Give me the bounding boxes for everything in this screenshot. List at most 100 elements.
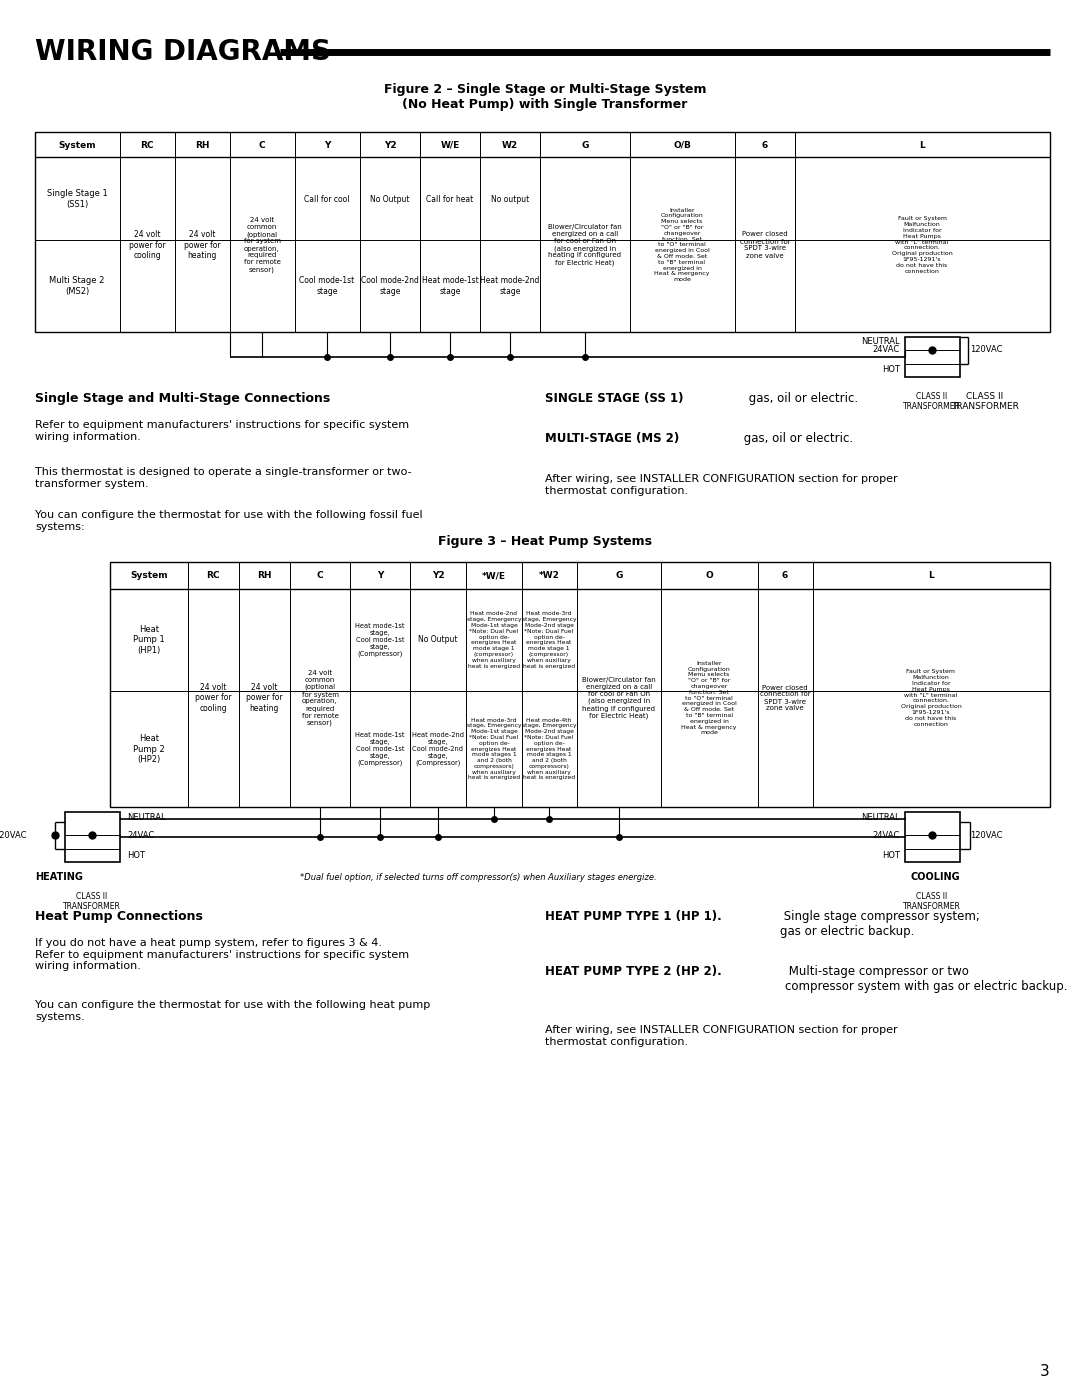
Text: Heat mode-1st
stage: Heat mode-1st stage <box>421 277 478 296</box>
Text: After wiring, see INSTALLER CONFIGURATION section for proper
thermostat configur: After wiring, see INSTALLER CONFIGURATIO… <box>545 474 897 496</box>
Text: CLASS II
TRANSFORMER: CLASS II TRANSFORMER <box>63 893 121 911</box>
Text: NEUTRAL: NEUTRAL <box>862 338 900 346</box>
Text: Heat
Pump 2
(HP2): Heat Pump 2 (HP2) <box>133 733 165 764</box>
Text: Installer
Configuration
Menu selects
"O" or "B" for
changeover
function. Set
to : Installer Configuration Menu selects "O"… <box>681 661 737 735</box>
Text: HEAT PUMP TYPE 1 (HP 1).: HEAT PUMP TYPE 1 (HP 1). <box>545 909 721 923</box>
Text: 6: 6 <box>782 571 788 581</box>
Text: G: G <box>616 571 623 581</box>
Text: W/E: W/E <box>441 141 460 149</box>
Bar <box>65 812 120 862</box>
Text: Heat mode-1st
stage,
Cool mode-1st
stage,
(Compressor): Heat mode-1st stage, Cool mode-1st stage… <box>355 732 405 766</box>
Text: You can configure the thermostat for use with the following heat pump
systems.: You can configure the thermostat for use… <box>35 1000 430 1021</box>
Text: Heat mode-2nd
stage: Heat mode-2nd stage <box>481 277 540 296</box>
Text: Blower/Circulator fan
energized on a call
for cool or Fan On
(also energized in
: Blower/Circulator fan energized on a cal… <box>549 224 622 265</box>
Text: RH: RH <box>194 141 210 149</box>
Text: Heat mode-3rd
stage, Emergency
Mode-1st stage
*Note: Dual Fuel
option de-
energi: Heat mode-3rd stage, Emergency Mode-1st … <box>467 718 522 781</box>
Text: Y: Y <box>377 571 383 581</box>
Text: CLASS II
TRANSFORMER: CLASS II TRANSFORMER <box>951 393 1018 411</box>
Text: Heat mode-3rd
stage, Emergency
Mode-2nd stage
*Note: Dual Fuel
option de-
energi: Heat mode-3rd stage, Emergency Mode-2nd … <box>522 612 577 669</box>
Text: Y2: Y2 <box>432 571 444 581</box>
Text: 24 volt
common
(optional
for system
operation,
required
for remote
sensor): 24 volt common (optional for system oper… <box>301 671 338 726</box>
Text: RC: RC <box>206 571 219 581</box>
Text: gas, oil or electric.: gas, oil or electric. <box>745 393 859 405</box>
Text: Power closed
connection for
SPDT 3-wire
zone valve: Power closed connection for SPDT 3-wire … <box>740 232 791 258</box>
Text: *W2: *W2 <box>539 571 559 581</box>
Text: Single stage compressor system;
gas or electric backup.: Single stage compressor system; gas or e… <box>780 909 980 937</box>
Text: 24VAC: 24VAC <box>873 830 900 840</box>
Text: Heat Pump Connections: Heat Pump Connections <box>35 909 203 923</box>
Text: Power closed
connection for
SPDT 3-wire
zone valve: Power closed connection for SPDT 3-wire … <box>759 685 810 711</box>
Text: Y: Y <box>324 141 330 149</box>
Text: MULTI-STAGE (MS 2): MULTI-STAGE (MS 2) <box>545 432 679 446</box>
Text: Cool mode-2nd
stage: Cool mode-2nd stage <box>361 277 419 296</box>
Text: 24VAC: 24VAC <box>873 345 900 355</box>
Text: 120VAC: 120VAC <box>970 830 1002 840</box>
Text: This thermostat is designed to operate a single-transformer or two-
transformer : This thermostat is designed to operate a… <box>35 467 411 489</box>
Text: NEUTRAL: NEUTRAL <box>127 813 165 821</box>
Text: Blower/Circulator fan
energized on a call
for cool or Fan On
(also energized in
: Blower/Circulator fan energized on a cal… <box>582 678 656 719</box>
Text: *W/E: *W/E <box>482 571 507 581</box>
Text: No Output: No Output <box>418 636 458 644</box>
Bar <box>905 337 960 377</box>
Text: 24 volt
power for
cooling: 24 volt power for cooling <box>194 683 231 712</box>
Text: Heat mode-2nd
stage,
Cool mode-2nd
stage,
(Compressor): Heat mode-2nd stage, Cool mode-2nd stage… <box>411 732 464 766</box>
Text: System: System <box>131 571 167 581</box>
Text: O/B: O/B <box>673 141 691 149</box>
Text: Heat mode-1st
stage,
Cool mode-1st
stage,
(Compressor): Heat mode-1st stage, Cool mode-1st stage… <box>355 623 405 657</box>
Text: CLASS II
TRANSFORMER: CLASS II TRANSFORMER <box>903 893 961 911</box>
Text: WIRING DIAGRAMS: WIRING DIAGRAMS <box>35 38 330 66</box>
Text: After wiring, see INSTALLER CONFIGURATION section for proper
thermostat configur: After wiring, see INSTALLER CONFIGURATIO… <box>545 1025 897 1046</box>
Text: Y2: Y2 <box>383 141 396 149</box>
Text: 24 volt
power for
cooling: 24 volt power for cooling <box>129 231 165 260</box>
Bar <box>35 131 1050 332</box>
Text: If you do not have a heat pump system, refer to figures 3 & 4.
Refer to equipmen: If you do not have a heat pump system, r… <box>35 937 409 971</box>
Text: Call for heat: Call for heat <box>427 194 474 204</box>
Text: Figure 2 – Single Stage or Multi-Stage System
(No Heat Pump) with Single Transfo: Figure 2 – Single Stage or Multi-Stage S… <box>383 82 706 110</box>
Text: 120VAC: 120VAC <box>0 830 27 840</box>
Text: Heat mode-2nd
stage, Emergency
Mode-1st stage
*Note: Dual Fuel
option de-
energi: Heat mode-2nd stage, Emergency Mode-1st … <box>467 612 522 669</box>
Text: 24 volt
common
(optional
for system
operation,
required
for remote
sensor): 24 volt common (optional for system oper… <box>243 217 281 272</box>
Text: gas, oil or electric.: gas, oil or electric. <box>740 432 853 446</box>
Text: Cool mode-1st
stage: Cool mode-1st stage <box>299 277 354 296</box>
Text: 24 volt
power for
heating: 24 volt power for heating <box>245 683 282 712</box>
Text: Fault or System
Malfunction
Indicator for
Heat Pumps
with "L" terminal
connectio: Fault or System Malfunction Indicator fo… <box>892 217 953 274</box>
Text: W2: W2 <box>502 141 518 149</box>
Text: CLASS II
TRANSFORMER: CLASS II TRANSFORMER <box>903 393 961 411</box>
Text: C: C <box>316 571 323 581</box>
Text: HOT: HOT <box>882 851 900 859</box>
Text: HOT: HOT <box>127 851 145 859</box>
Text: HEATING: HEATING <box>35 872 83 882</box>
Text: Heat mode-4th
stage, Emergency
Mode-2nd stage
*Note: Dual Fuel
option de-
energi: Heat mode-4th stage, Emergency Mode-2nd … <box>522 718 577 781</box>
Text: HOT: HOT <box>882 366 900 374</box>
Text: 3: 3 <box>1040 1365 1050 1379</box>
Text: Heat
Pump 1
(HP1): Heat Pump 1 (HP1) <box>133 624 165 655</box>
Text: COOLING: COOLING <box>910 872 960 882</box>
Text: Multi Stage 2
(MS2): Multi Stage 2 (MS2) <box>50 277 105 296</box>
Text: System: System <box>58 141 96 149</box>
Text: You can configure the thermostat for use with the following fossil fuel
systems:: You can configure the thermostat for use… <box>35 510 422 532</box>
Text: Refer to equipment manufacturers' instructions for specific system
wiring inform: Refer to equipment manufacturers' instru… <box>35 420 409 441</box>
Text: *Dual fuel option, if selected turns off compressor(s) when Auxiliary stages ene: *Dual fuel option, if selected turns off… <box>300 873 657 882</box>
Bar <box>905 812 960 862</box>
Text: G: G <box>581 141 589 149</box>
Text: HEAT PUMP TYPE 2 (HP 2).: HEAT PUMP TYPE 2 (HP 2). <box>545 965 721 978</box>
Text: RH: RH <box>257 571 271 581</box>
Text: L: L <box>928 571 934 581</box>
Text: NEUTRAL: NEUTRAL <box>862 813 900 821</box>
Text: Single Stage and Multi-Stage Connections: Single Stage and Multi-Stage Connections <box>35 393 330 405</box>
Text: O: O <box>705 571 713 581</box>
Bar <box>110 562 1050 807</box>
Text: Call for cool: Call for cool <box>305 194 350 204</box>
Text: L: L <box>919 141 924 149</box>
Text: Multi-stage compressor or two
compressor system with gas or electric backup.: Multi-stage compressor or two compressor… <box>785 965 1067 993</box>
Text: C: C <box>259 141 266 149</box>
Text: 24 volt
power for
heating: 24 volt power for heating <box>184 231 220 260</box>
Text: No output: No output <box>491 194 529 204</box>
Text: RC: RC <box>140 141 153 149</box>
Text: SINGLE STAGE (SS 1): SINGLE STAGE (SS 1) <box>545 393 684 405</box>
Text: 6: 6 <box>761 141 768 149</box>
Text: 24VAC: 24VAC <box>127 830 154 840</box>
Text: 120VAC: 120VAC <box>970 345 1002 355</box>
Text: Figure 3 – Heat Pump Systems: Figure 3 – Heat Pump Systems <box>438 535 652 549</box>
Text: Fault or System
Malfunction
Indicator for
Heat Pumps
with "L" terminal
connectio: Fault or System Malfunction Indicator fo… <box>901 669 961 726</box>
